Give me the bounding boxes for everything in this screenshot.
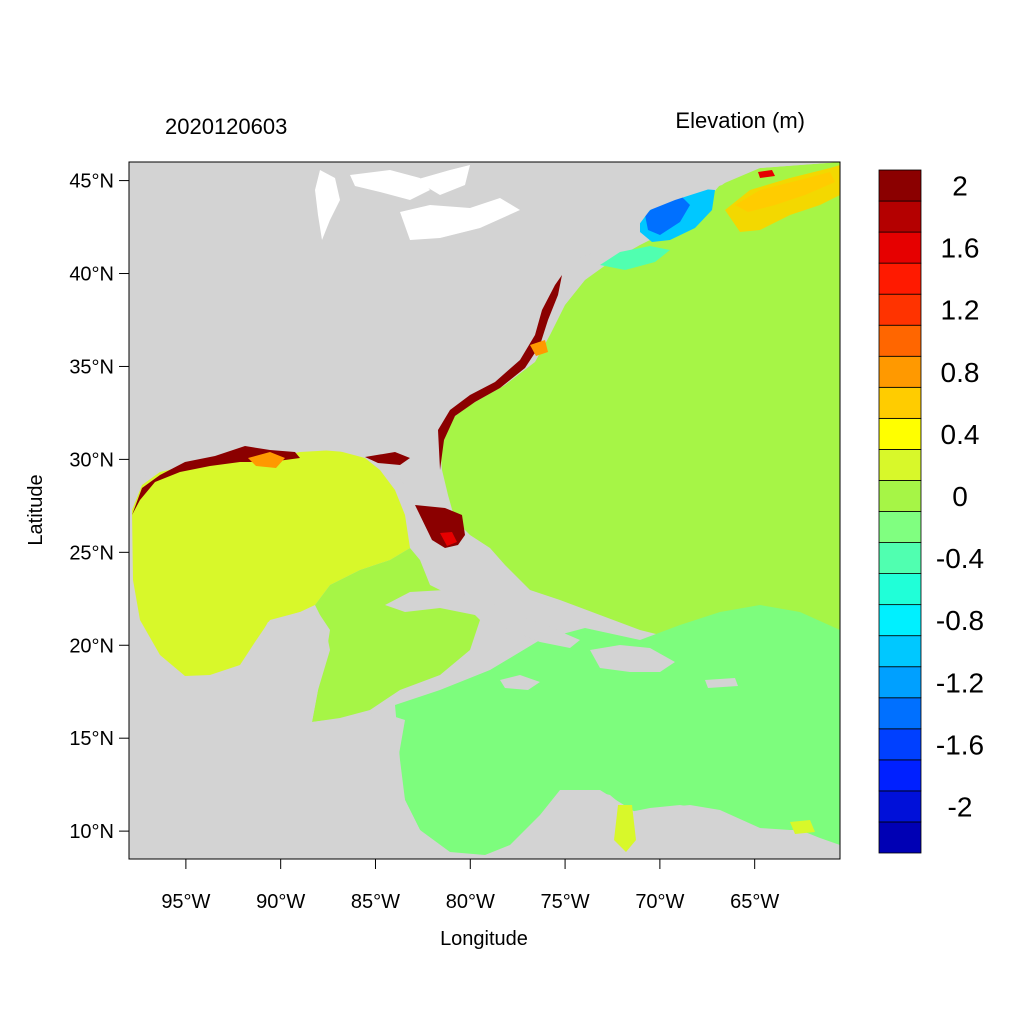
south-america-land <box>500 790 840 859</box>
big-bend-high-water <box>365 452 410 465</box>
caribbean-sea-region <box>395 605 840 859</box>
colorbar-label: 2 <box>952 171 968 202</box>
colorbar-swatch <box>878 417 922 450</box>
hispaniola-land <box>590 645 675 672</box>
louisiana-surge <box>248 452 285 468</box>
colorbar-swatch <box>878 231 922 264</box>
colorbar-swatch <box>878 200 922 233</box>
colorbar-label: -0.8 <box>936 605 984 636</box>
colorbar-label: 0.8 <box>941 357 980 388</box>
x-tick-label: 90°W <box>256 891 305 913</box>
colorbar-swatch <box>878 759 922 792</box>
colorbar-label: -2 <box>948 791 973 822</box>
gulf-of-maine-lowest-water <box>645 195 690 235</box>
x-tick-label: 75°W <box>541 891 590 913</box>
northeast-cyan-band <box>600 246 670 270</box>
y-tick-label: 45°N <box>69 171 114 193</box>
colorbar-swatch <box>878 480 922 512</box>
north-america-land <box>129 162 840 545</box>
colorbar-swatch <box>878 604 922 637</box>
central-america-land <box>129 612 450 859</box>
atlantic-ocean-region <box>440 162 840 640</box>
variable-title: Elevation (m) <box>675 108 805 133</box>
y-axis-label: Latitude <box>25 474 47 545</box>
colorbar-swatch <box>878 511 922 543</box>
colorbar-swatch <box>878 666 922 699</box>
chesapeake-surge <box>530 340 548 356</box>
x-tick-label: 85°W <box>351 891 400 913</box>
florida-bay-peak <box>440 532 457 546</box>
northeast-moderate-water <box>735 172 835 212</box>
venezuela-coastal-anomaly <box>790 820 815 834</box>
colorbar-swatch <box>878 169 922 202</box>
colorbar-label: -1.6 <box>936 729 984 760</box>
y-tick-label: 40°N <box>69 264 114 286</box>
y-tick-label: 10°N <box>69 821 114 843</box>
colombia-coastal-anomaly <box>614 805 636 852</box>
colorbar-swatch <box>878 790 922 823</box>
colorbar-swatch <box>878 573 922 606</box>
y-tick-label: 25°N <box>69 542 114 564</box>
colorbar-label: 0.4 <box>941 419 980 450</box>
date-title: 2020120603 <box>165 114 287 139</box>
x-tick-label: 95°W <box>161 891 210 913</box>
great-lakes <box>315 165 520 240</box>
colorbar-swatch <box>878 324 922 357</box>
colorbar-label: 1.2 <box>941 295 980 326</box>
gulf-coast-high-water <box>132 446 300 515</box>
y-tick-label: 30°N <box>69 449 114 471</box>
colorbar-swatch <box>878 635 922 668</box>
y-tick-label: 35°N <box>69 356 114 378</box>
colorbar-swatch <box>878 293 922 326</box>
x-tick-label: 80°W <box>446 891 495 913</box>
colorbar-label: -0.4 <box>936 543 984 574</box>
colorbar-label: 0 <box>952 481 968 512</box>
colorbar-swatch <box>878 728 922 761</box>
colorbar: -2 -1.6 -1.2 -0.8 -0.4 0 0.4 0.8 1.2 1.6 2 <box>878 169 984 854</box>
x-axis: 95°W 90°W 85°W 80°W 75°W 70°W 65°W <box>161 859 779 913</box>
colorbar-swatch <box>878 262 922 295</box>
map-frame <box>128 161 841 860</box>
x-axis-label: Longitude <box>440 928 528 950</box>
gulf-of-mexico-region <box>132 450 410 676</box>
colorbar-swatch <box>878 449 922 481</box>
colorbar-swatch <box>878 355 922 388</box>
y-axis: 45°N 40°N 35°N 30°N 25°N 20°N 15°N 10°N <box>69 171 129 843</box>
colorbar-swatch <box>878 386 922 419</box>
cuba-land <box>385 590 580 648</box>
colorbar-label: 1.6 <box>941 233 980 264</box>
maritime-high-water <box>758 170 775 178</box>
y-tick-label: 15°N <box>69 728 114 750</box>
colorbar-swatch <box>878 697 922 730</box>
x-tick-label: 65°W <box>730 891 779 913</box>
puerto-rico-land <box>705 678 738 688</box>
map-panel: 95°W 90°W 85°W 80°W 75°W 70°W 65°W 45°N 40°N 35°… <box>69 161 841 913</box>
jamaica-land <box>500 675 540 690</box>
x-tick-label: 70°W <box>635 891 684 913</box>
colorbar-swatch <box>878 542 922 574</box>
colorbar-label: -1.2 <box>936 667 984 698</box>
y-tick-label: 20°N <box>69 635 114 657</box>
colorbar-swatch <box>878 821 922 854</box>
